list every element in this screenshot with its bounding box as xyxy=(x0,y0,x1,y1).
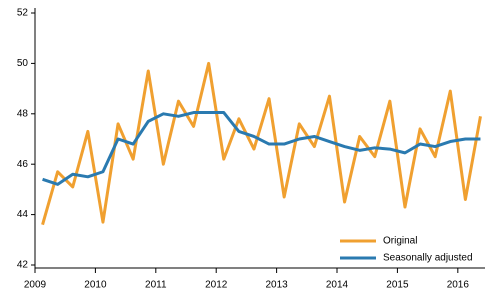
x-tick-label: 2010 xyxy=(84,280,107,291)
x-tick-label: 2012 xyxy=(205,280,228,291)
y-tick-label: 44 xyxy=(17,209,29,220)
legend-label: Seasonally adjusted xyxy=(383,253,473,264)
y-tick-label: 50 xyxy=(17,58,29,69)
y-tick-label: 46 xyxy=(17,159,29,170)
legend-label: Original xyxy=(383,236,417,247)
y-tick-label: 48 xyxy=(17,108,29,119)
x-tick-label: 2013 xyxy=(265,280,288,291)
x-tick-label: 2014 xyxy=(326,280,349,291)
y-tick-label: 42 xyxy=(17,260,29,271)
series-line xyxy=(42,111,481,186)
x-tick-label: 2011 xyxy=(145,280,167,291)
x-tick-label: 2009 xyxy=(24,280,47,291)
x-tick-label: 2015 xyxy=(386,280,409,291)
y-tick-label: 52 xyxy=(17,8,29,19)
x-tick-label: 2016 xyxy=(447,280,470,291)
series-line xyxy=(41,61,482,226)
